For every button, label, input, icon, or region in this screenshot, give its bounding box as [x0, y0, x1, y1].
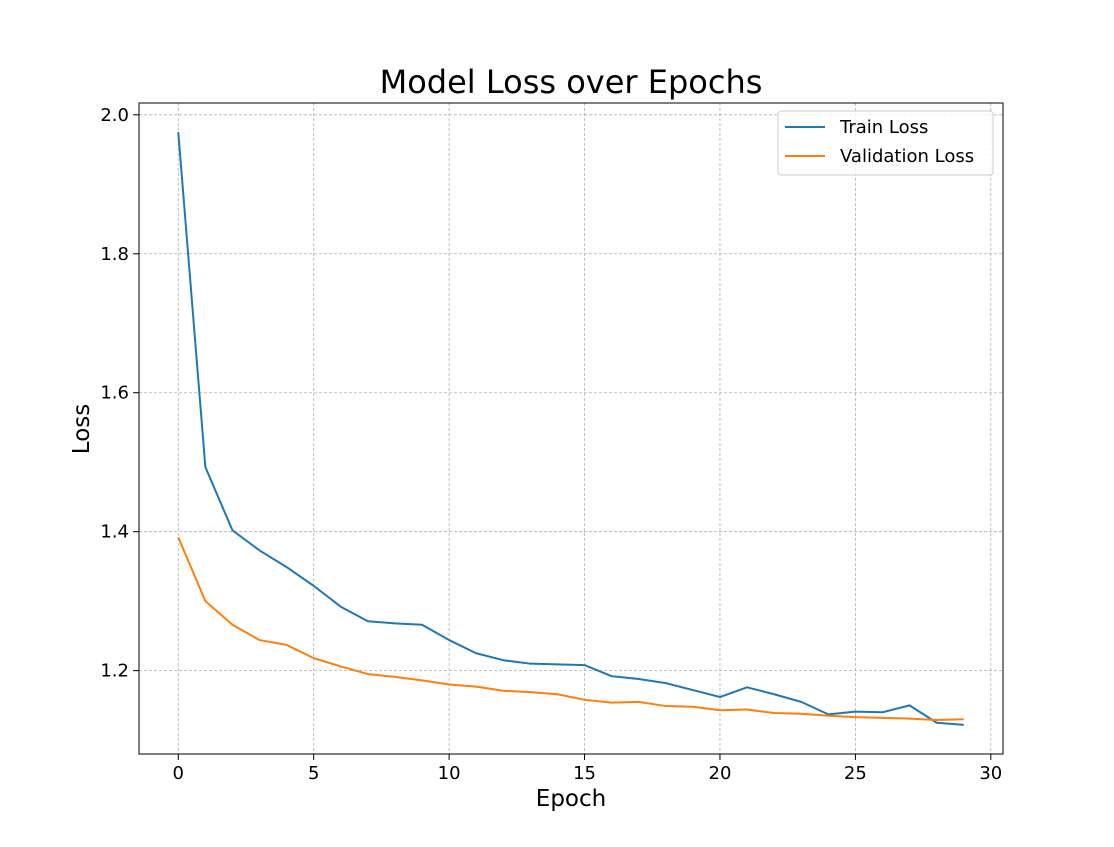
x-axis-title: Epoch [536, 786, 606, 812]
train-loss-point [502, 659, 504, 661]
plot-area-frame [138, 102, 1004, 755]
validation-loss-point [394, 676, 396, 678]
validation-loss-point [177, 536, 179, 538]
validation-loss-point [773, 712, 775, 714]
grid-lines [139, 103, 1003, 754]
x-axis-ticks: 0 5 10 15 20 25 30 [173, 754, 1002, 784]
validation-loss-point [286, 644, 288, 646]
validation-loss-point [231, 624, 233, 626]
validation-loss-point [584, 699, 586, 701]
train-loss-point [259, 549, 261, 551]
train-loss-point [313, 585, 315, 587]
legend-label-train-loss: Train Loss [839, 117, 928, 138]
train-loss-point [773, 693, 775, 695]
train-loss-point [963, 724, 965, 726]
x-tick-label: 10 [438, 763, 461, 784]
train-loss-point [475, 652, 477, 654]
train-loss-point [529, 663, 531, 665]
validation-loss-point [638, 701, 640, 703]
x-tick-label: 5 [308, 763, 319, 784]
train-loss-point [800, 701, 802, 703]
validation-loss-point [854, 716, 856, 718]
train-loss-point [556, 663, 558, 665]
train-loss-point [638, 678, 640, 680]
validation-loss-point [367, 673, 369, 675]
series-lines [177, 131, 965, 726]
validation-loss-point [448, 684, 450, 686]
train-loss-point [286, 566, 288, 568]
validation-loss-point [692, 706, 694, 708]
validation-loss-point [529, 691, 531, 693]
y-tick-label: 2.0 [100, 105, 129, 126]
train-loss-point [611, 675, 613, 677]
x-tick-label: 0 [173, 763, 184, 784]
validation-loss-point [313, 657, 315, 659]
train-loss-line [177, 132, 964, 726]
train-loss-point [421, 624, 423, 626]
y-tick-label: 1.4 [100, 522, 129, 543]
train-loss-point [340, 606, 342, 608]
legend: Train Loss Validation Loss [777, 110, 994, 176]
validation-loss-point [881, 717, 883, 719]
train-loss-point [746, 686, 748, 688]
validation-loss-point [340, 665, 342, 667]
train-loss-point [909, 704, 911, 706]
validation-loss-point [611, 702, 613, 704]
train-loss-point [584, 664, 586, 666]
train-loss-point [692, 689, 694, 691]
train-loss-point [231, 529, 233, 531]
train-loss-point [204, 466, 206, 468]
validation-loss-point [800, 713, 802, 715]
validation-loss-point [665, 705, 667, 707]
validation-loss-point [421, 679, 423, 681]
validation-loss-point [719, 709, 721, 711]
validation-loss-point [936, 719, 938, 721]
train-loss-point [367, 620, 369, 622]
x-tick-label: 25 [844, 763, 867, 784]
validation-loss-point [475, 686, 477, 688]
y-tick-label: 1.6 [100, 383, 129, 404]
train-loss-point [394, 622, 396, 624]
validation-loss-line [177, 536, 964, 721]
y-tick-label: 1.8 [100, 244, 129, 265]
validation-loss-point [963, 718, 965, 720]
y-tick-label: 1.2 [100, 661, 129, 682]
train-loss-point [177, 131, 179, 133]
train-loss-point [448, 639, 450, 641]
validation-loss-point [204, 600, 206, 602]
validation-loss-point [827, 715, 829, 717]
x-tick-label: 30 [979, 763, 1002, 784]
x-tick-label: 15 [573, 763, 596, 784]
validation-loss-point [556, 693, 558, 695]
train-loss-point [936, 722, 938, 724]
validation-loss-point [502, 690, 504, 692]
train-loss-point [719, 696, 721, 698]
validation-loss-point [259, 639, 261, 641]
chart-title: Model Loss over Epochs [380, 63, 763, 101]
validation-loss-point [746, 709, 748, 711]
train-loss-point [881, 711, 883, 713]
x-tick-label: 20 [709, 763, 732, 784]
legend-box [777, 110, 994, 176]
validation-loss-point [909, 718, 911, 720]
train-loss-point [665, 682, 667, 684]
train-loss-point [854, 711, 856, 713]
legend-label-validation-loss: Validation Loss [840, 146, 974, 167]
y-axis-title: Loss [69, 404, 95, 454]
y-axis-ticks: 1.2 1.4 1.6 1.8 2.0 [100, 105, 139, 682]
